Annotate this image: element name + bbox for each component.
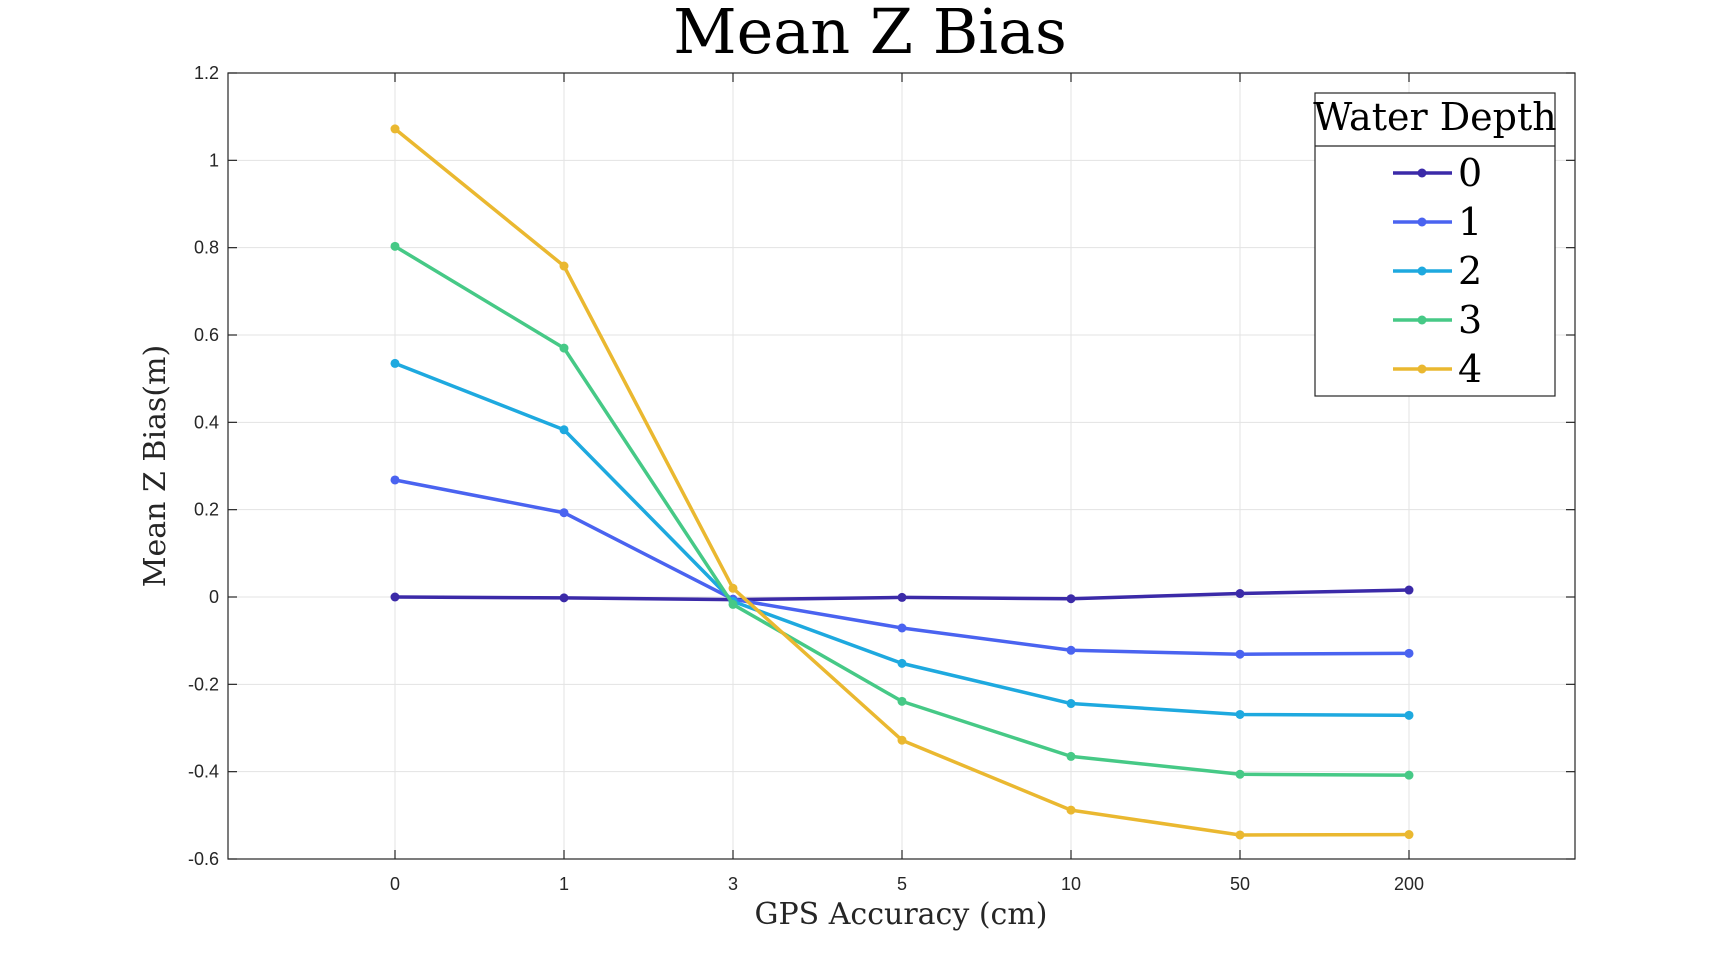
x-tick-label: 0 (390, 874, 400, 894)
legend-label: 4 (1458, 347, 1482, 391)
x-tick-label: 1 (559, 874, 569, 894)
legend-label: 0 (1458, 151, 1482, 195)
legend-item-2: 2 (1393, 249, 1482, 293)
y-tick-label: 0.2 (194, 500, 219, 520)
x-axis-label: GPS Accuracy (cm) (755, 897, 1048, 932)
data-point (1404, 770, 1414, 780)
data-point (897, 735, 907, 745)
legend-item-4: 4 (1393, 347, 1482, 391)
legend-title: Water Depth (1313, 95, 1556, 139)
y-tick-label: 0.4 (194, 412, 219, 432)
data-point (1404, 585, 1414, 595)
y-tick-label: -0.4 (188, 762, 219, 782)
legend-label: 3 (1458, 298, 1482, 342)
legend-box (1314, 92, 1556, 397)
data-point (390, 358, 400, 368)
legend-label: 1 (1458, 200, 1482, 244)
data-point (559, 343, 569, 353)
data-point (559, 261, 569, 271)
legend-swatch-marker (1417, 364, 1427, 374)
data-point (1066, 805, 1076, 815)
x-tick-label: 50 (1230, 874, 1250, 894)
data-point (1404, 710, 1414, 720)
data-point (1235, 589, 1245, 599)
data-point (1066, 699, 1076, 709)
data-point (728, 583, 738, 593)
legend-swatch-marker (1417, 168, 1427, 178)
legend-item-0: 0 (1393, 151, 1482, 195)
data-point (559, 593, 569, 603)
data-point (559, 508, 569, 518)
data-point (897, 592, 907, 602)
y-tick-label: 0 (209, 587, 219, 607)
series-group (390, 124, 1414, 840)
data-point (1066, 645, 1076, 655)
data-point (1066, 594, 1076, 604)
y-tick-label: 0.6 (194, 325, 219, 345)
y-tick-label: 1.2 (194, 63, 219, 83)
legend-item-3: 3 (1393, 298, 1482, 342)
y-tick-label: 1 (209, 150, 219, 170)
data-point (1235, 649, 1245, 659)
data-point (390, 592, 400, 602)
y-axis-label: Mean Z Bias(m) (138, 345, 173, 587)
legend-swatch-marker (1417, 315, 1427, 325)
y-tick-label: -0.6 (188, 849, 219, 869)
series-4 (390, 124, 1414, 840)
x-tick-label: 200 (1394, 874, 1424, 894)
data-point (897, 623, 907, 633)
x-tick-label: 3 (728, 874, 738, 894)
data-point (897, 696, 907, 706)
ticks: 0 1 3 5 10 50 200-0.6-0.4-0.200.20.40.60.811.2 (188, 63, 1575, 894)
data-point (897, 658, 907, 668)
chart-title: Mean Z Bias (673, 0, 1067, 68)
data-point (1235, 709, 1245, 719)
series-2 (390, 358, 1414, 720)
data-point (1235, 769, 1245, 779)
series-3 (390, 241, 1414, 780)
data-point (390, 241, 400, 251)
data-point (390, 124, 400, 134)
legend-label: 2 (1458, 249, 1482, 293)
x-tick-label: 10 (1061, 874, 1081, 894)
data-point (1404, 830, 1414, 840)
data-point (1066, 751, 1076, 761)
legend-item-1: 1 (1393, 200, 1482, 244)
x-tick-label: 5 (897, 874, 907, 894)
data-point (559, 425, 569, 435)
legend-items: 0 1 2 3 4 (1393, 151, 1482, 391)
data-point (1235, 830, 1245, 840)
legend-swatch-marker (1417, 266, 1427, 276)
y-tick-label: -0.2 (188, 674, 219, 694)
data-point (1404, 648, 1414, 658)
legend: Water Depth 0 1 2 3 4 (1313, 92, 1557, 397)
y-tick-label: 0.8 (194, 238, 219, 258)
legend-swatch-marker (1417, 217, 1427, 227)
data-point (390, 475, 400, 485)
data-point (728, 599, 738, 609)
